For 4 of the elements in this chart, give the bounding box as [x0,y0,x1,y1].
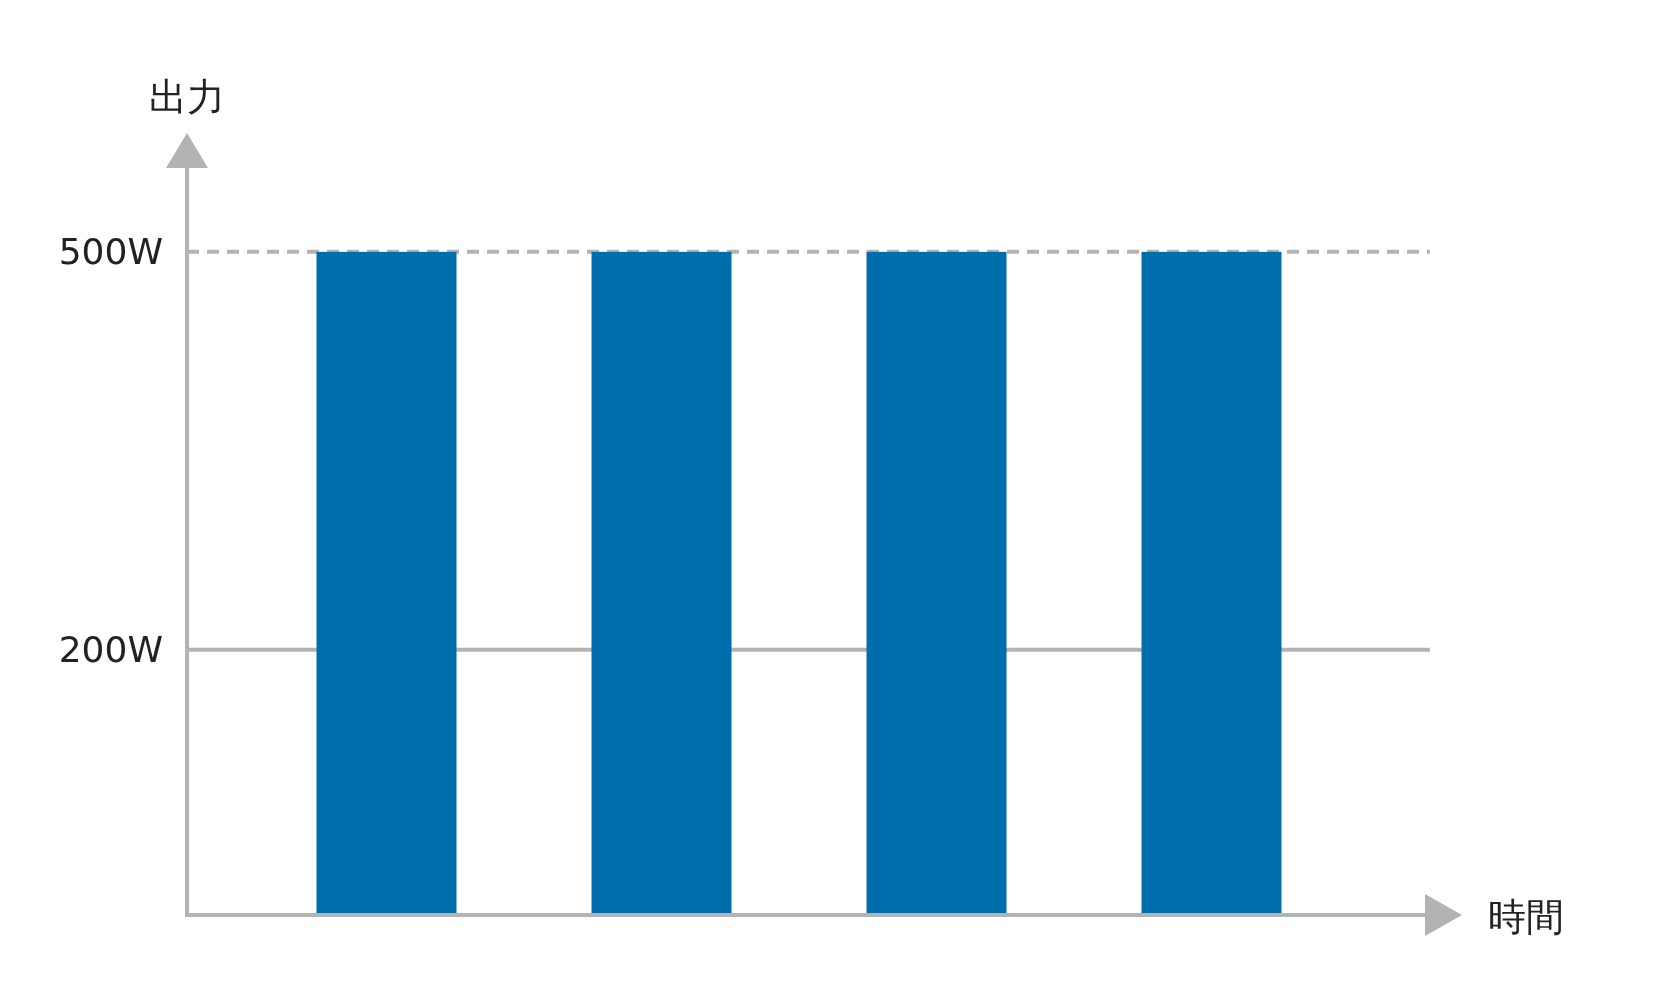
y-tick-label: 200W [58,628,163,670]
y-tick-label: 500W [58,230,163,272]
x-axis-title: 時間 [1488,895,1564,939]
y-axis-title: 出力 [149,75,225,119]
